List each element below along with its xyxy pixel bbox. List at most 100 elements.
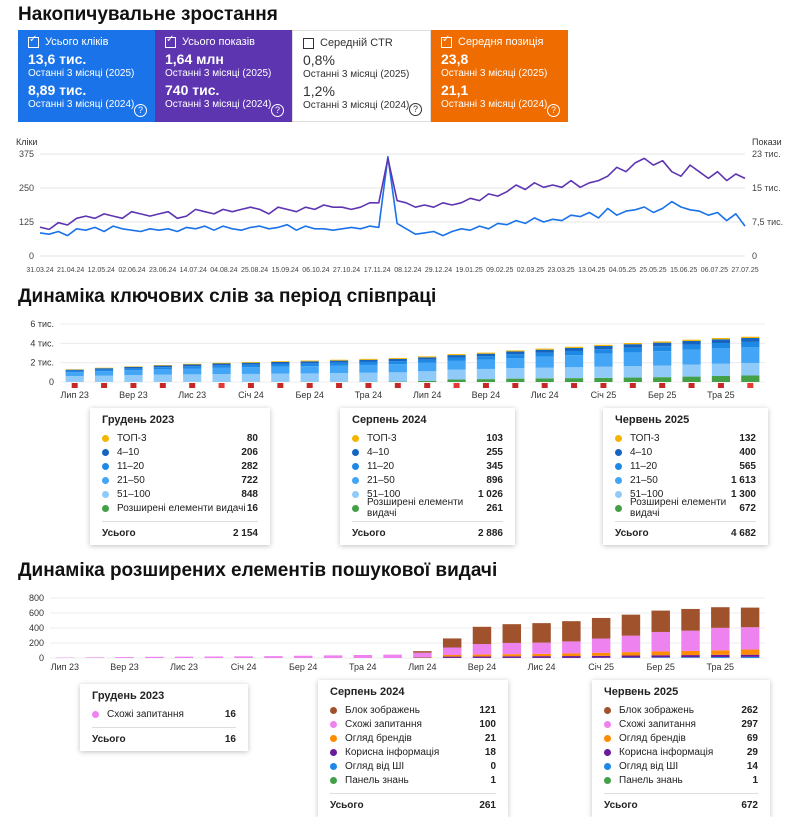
- bar-segment: [183, 364, 201, 365]
- bar-segment: [95, 370, 113, 372]
- x-tick-label: 08.12.24: [394, 267, 421, 274]
- panel-row-label: Блок зображень: [345, 705, 479, 716]
- bar-segment: [741, 342, 759, 347]
- x-tick-label: 04.05.25: [609, 267, 636, 274]
- bar-segment: [95, 371, 113, 375]
- bar-segment: [565, 378, 583, 382]
- bar-segment: [443, 638, 461, 647]
- bar-segment: [477, 369, 495, 379]
- x-tick-label: Тра 25: [707, 390, 735, 400]
- bar-segment: [653, 343, 671, 347]
- bar-segment: [532, 623, 550, 643]
- x-tick-label: 06.10.24: [302, 267, 329, 274]
- bar-segment: [506, 350, 524, 351]
- x-tick-label: Бер 24: [295, 390, 323, 400]
- x-tick-label: Лип 24: [408, 662, 436, 672]
- panel-row-value: 400: [739, 447, 756, 458]
- checkbox-icon[interactable]: [165, 37, 176, 48]
- panel-total-label: Усього: [604, 800, 741, 811]
- bar-segment: [95, 376, 113, 382]
- bar-segment: [359, 360, 377, 362]
- bar-segment: [741, 655, 759, 657]
- bar-segment: [418, 363, 436, 371]
- position-card[interactable]: Середня позиція 23,8 Останні 3 місяці (2…: [431, 30, 568, 122]
- card-label: Усього кліків: [45, 36, 108, 48]
- bar-segment: [624, 352, 642, 366]
- x-tick-label: Лип 23: [61, 390, 89, 400]
- impressions-card[interactable]: Усього показів 1,64 млн Останні 3 місяці…: [155, 30, 292, 122]
- bar-segment: [234, 656, 252, 658]
- help-icon[interactable]: ?: [134, 104, 147, 117]
- bar-segment: [536, 350, 554, 353]
- help-icon[interactable]: ?: [409, 103, 422, 116]
- panel-row-value: 896: [486, 475, 503, 486]
- bar-segment: [622, 615, 640, 636]
- bar-segment: [330, 373, 348, 382]
- x-tick-label: 21.04.24: [57, 267, 84, 274]
- x-tick-label: Лис 24: [531, 390, 559, 400]
- bar-segment: [66, 372, 84, 376]
- bar-segment: [301, 373, 319, 381]
- bar-segment: [682, 341, 700, 345]
- x-tick-label: 13.04.25: [578, 267, 605, 274]
- bar-segment: [565, 367, 583, 378]
- bar-segment: [242, 374, 260, 382]
- bar-segment: [622, 656, 640, 658]
- bar-segment: [330, 366, 348, 374]
- period-marker: [395, 383, 401, 388]
- period-marker: [747, 383, 753, 388]
- checkbox-icon[interactable]: [303, 38, 314, 49]
- bar-segment: [741, 376, 759, 382]
- checkbox-icon[interactable]: [28, 37, 39, 48]
- panel-row-value: 132: [739, 433, 756, 444]
- x-tick-label: Вер 24: [468, 662, 497, 672]
- card-value: 8,89 тис.: [28, 82, 145, 98]
- legend-dot-icon: [330, 763, 337, 770]
- bar-segment: [682, 340, 700, 341]
- bar-segment: [651, 655, 669, 657]
- bar-segment: [330, 361, 348, 363]
- bar-segment: [154, 375, 172, 382]
- bar-segment: [124, 368, 142, 370]
- x-tick-label: 12.05.24: [88, 267, 115, 274]
- panel-total-value: 2 886: [478, 528, 503, 539]
- y-left-tick-label: 0: [29, 251, 34, 261]
- panel-row-value: 14: [747, 761, 758, 772]
- panel-title: Червень 2025: [615, 414, 756, 426]
- bar-segment: [477, 353, 495, 354]
- bar-segment: [473, 656, 491, 658]
- ctr-card[interactable]: Середній CTR 0,8% Останні 3 місяці (2025…: [292, 30, 431, 122]
- checkbox-icon[interactable]: [441, 37, 452, 48]
- bar-segment: [536, 353, 554, 357]
- period-marker: [542, 383, 548, 388]
- help-icon[interactable]: ?: [271, 104, 284, 117]
- bar-segment: [711, 607, 729, 628]
- bar-segment: [653, 365, 671, 377]
- help-icon[interactable]: ?: [547, 104, 560, 117]
- panel-row-label: Розширені елементи видачі: [630, 497, 739, 519]
- clicks-card[interactable]: Усього кліків 13,6 тис. Останні 3 місяці…: [18, 30, 155, 122]
- panel-row-label: Схожі запитання: [345, 719, 479, 730]
- bar-segment: [413, 653, 431, 658]
- x-tick-label: Бер 24: [289, 662, 317, 672]
- metric-cards: Усього кліків 13,6 тис. Останні 3 місяці…: [18, 30, 568, 122]
- panel-row-label: Корисна інформація: [345, 747, 485, 758]
- x-tick-label: Січ 25: [591, 390, 617, 400]
- bar-segment: [477, 360, 495, 369]
- bar-segment: [389, 364, 407, 372]
- x-tick-label: 25.08.24: [241, 267, 268, 274]
- bar-segment: [594, 354, 612, 367]
- bar-segment: [592, 618, 610, 639]
- growth-title: Накопичувальне зростання: [18, 4, 278, 26]
- panel-row-value: 345: [486, 461, 503, 472]
